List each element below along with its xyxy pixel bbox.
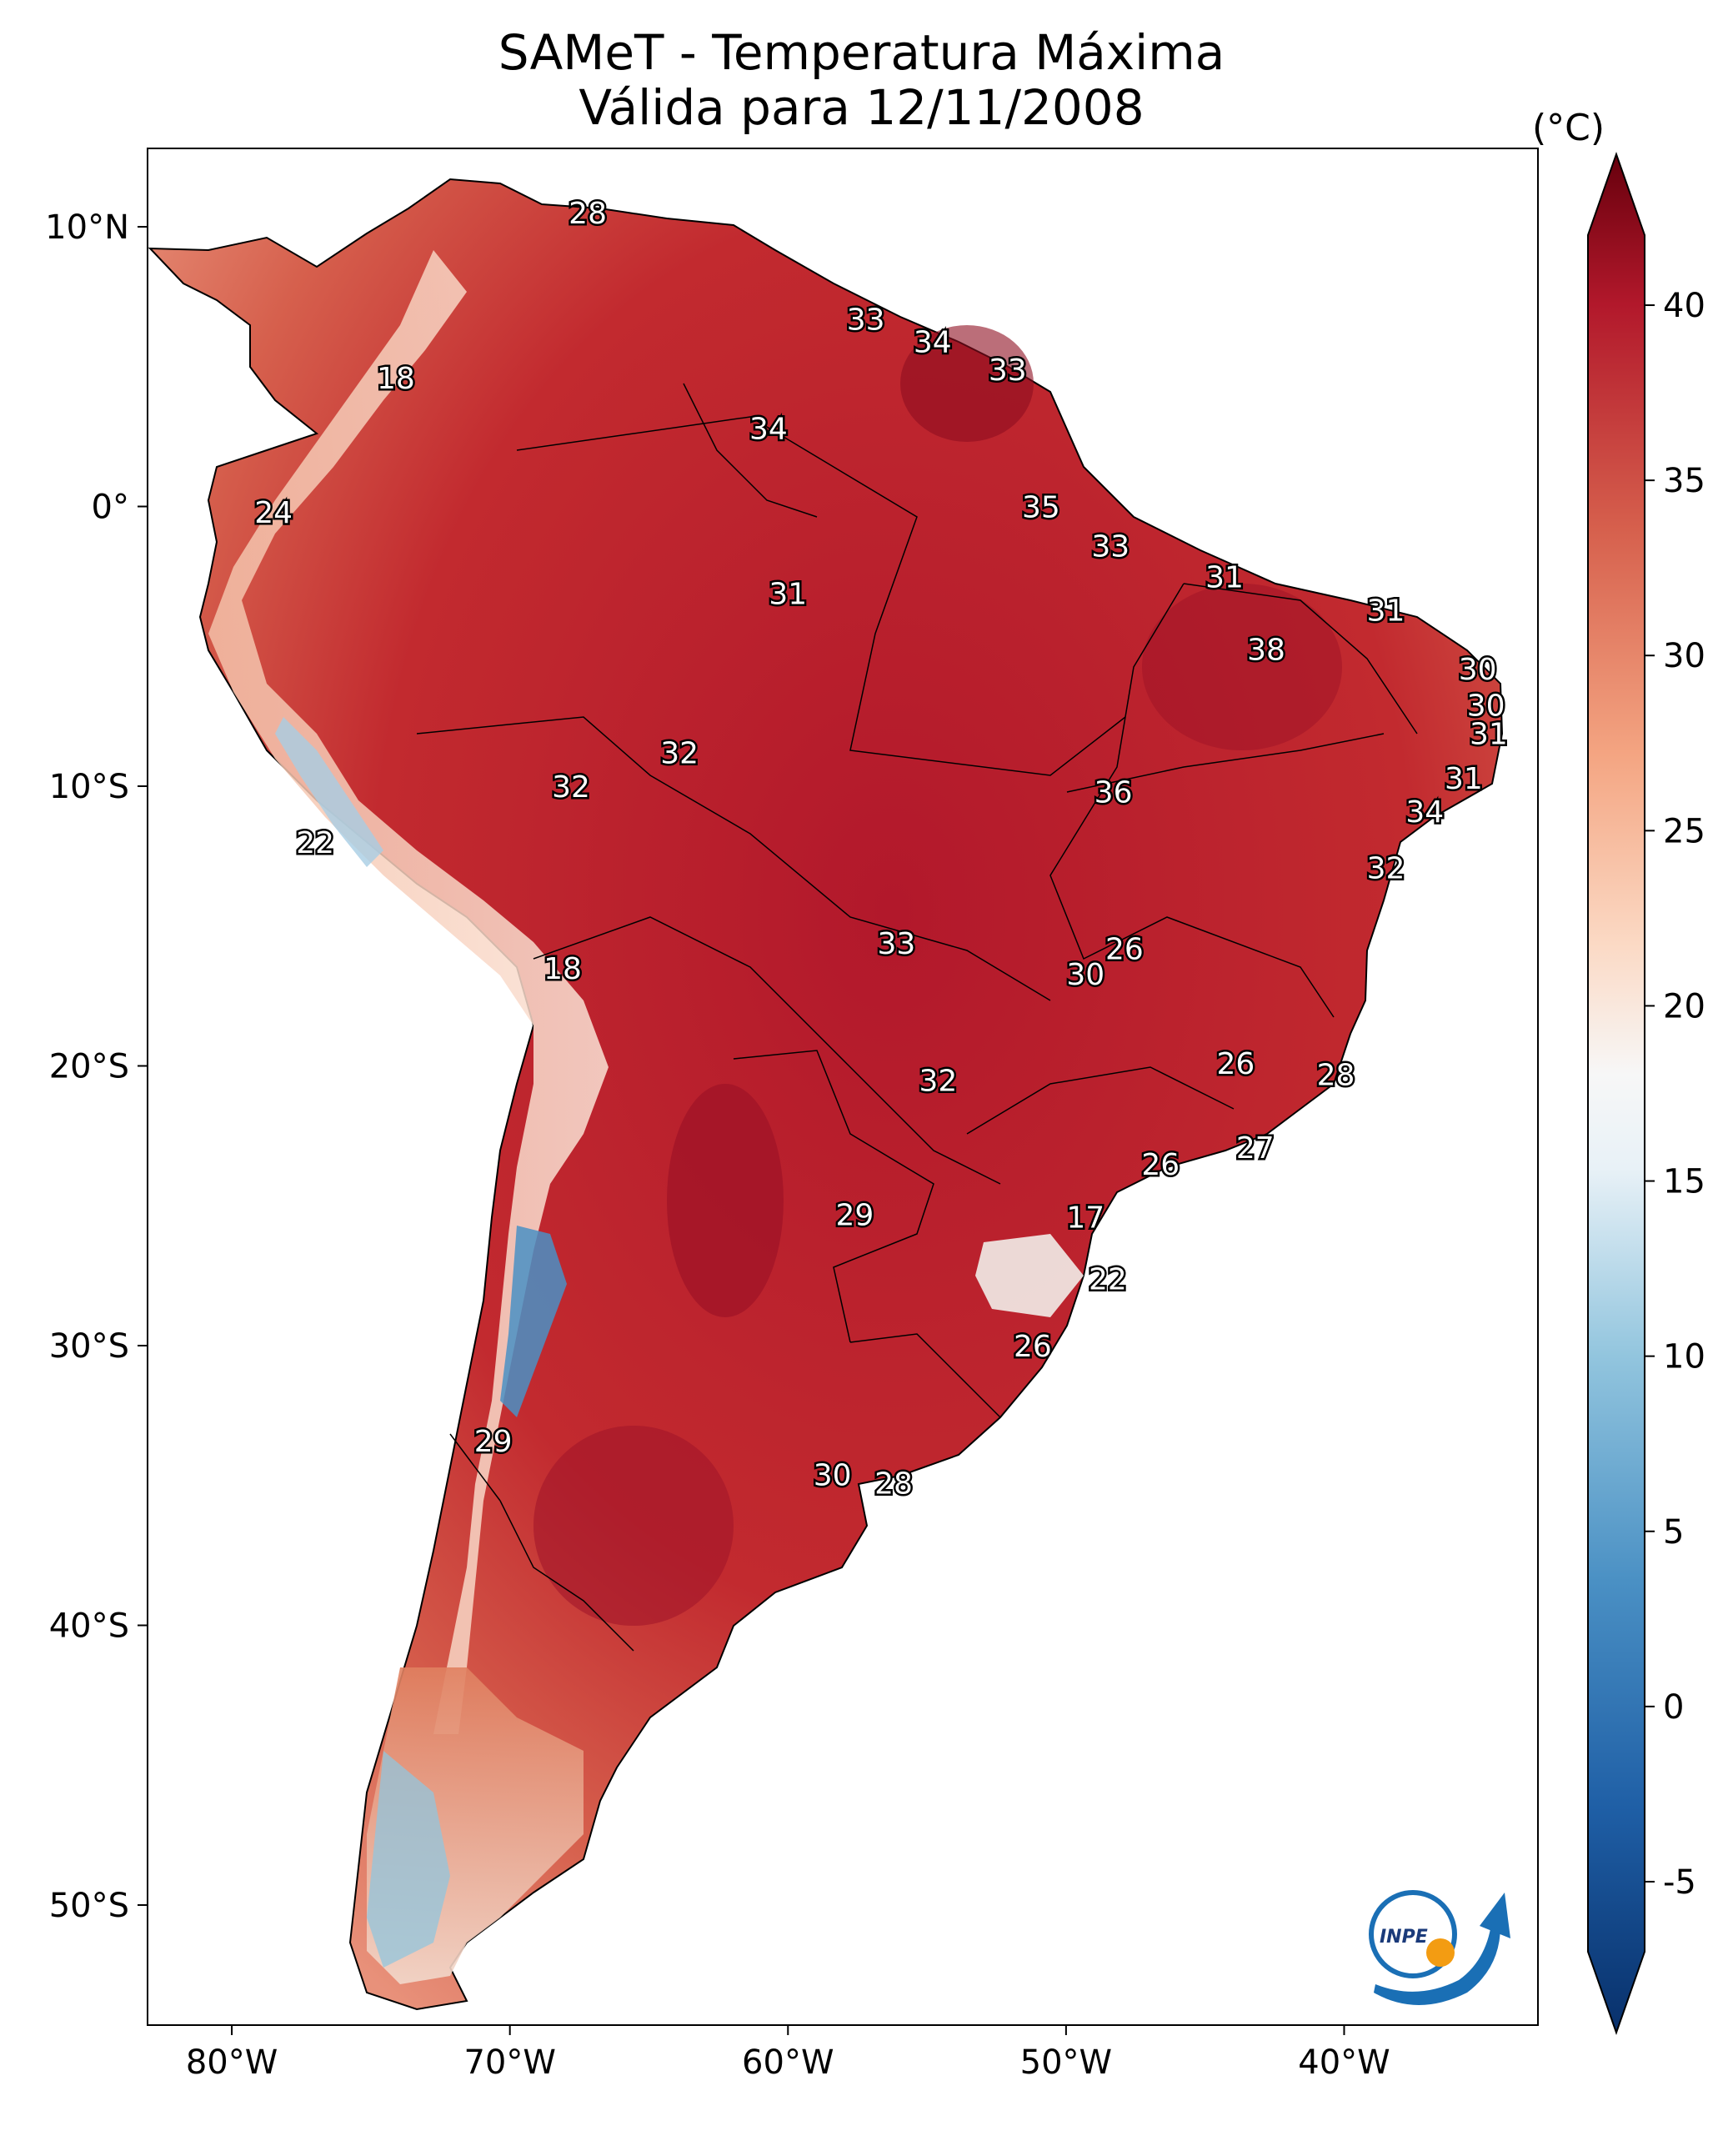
patagonia-cold-strip xyxy=(367,1751,450,1968)
city-temperature-label: 33 xyxy=(847,303,885,338)
city-temperature-label: 31 xyxy=(1205,560,1244,594)
colorbar-ticks: 40 35 30 25 20 15 10 5 0 -5 xyxy=(1645,287,1705,1902)
colorbar-tick-label: -5 xyxy=(1663,1863,1696,1902)
city-temperature-label: 33 xyxy=(877,927,915,961)
lat-tick-label: 10°N xyxy=(45,208,129,247)
lon-tick-label: 80°W xyxy=(186,2043,278,2082)
lat-tick-label: 20°S xyxy=(49,1048,129,1086)
city-temperature-label: 22 xyxy=(296,826,334,860)
colorbar-tick-label: 10 xyxy=(1663,1338,1705,1376)
city-temperature-label: 27 xyxy=(1236,1131,1275,1166)
city-temperature-label: 30 xyxy=(1066,958,1104,992)
inpe-logo: INPE xyxy=(1369,1890,1510,2005)
colorbar-tick-label: 40 xyxy=(1663,287,1705,325)
city-temperature-label: 33 xyxy=(1091,529,1129,564)
city-temperature-label: 32 xyxy=(660,737,699,771)
city-temperature-label: 33 xyxy=(989,353,1027,388)
colorbar-tick-label: 5 xyxy=(1663,1513,1684,1552)
lon-tick-label: 60°W xyxy=(742,2043,834,2082)
inpe-logo-dot xyxy=(1426,1938,1455,1967)
city-temperature-label: 32 xyxy=(1367,851,1405,885)
andes-cold-spot-central xyxy=(500,1226,567,1417)
lat-tick-label: 10°S xyxy=(49,768,129,806)
city-temperature-label: 29 xyxy=(835,1198,874,1232)
lon-tick-label: 50°W xyxy=(1020,2043,1112,2082)
andes-cold-spot-north xyxy=(275,717,383,867)
inpe-logo-swoosh xyxy=(1374,1918,1500,2005)
lat-tick-label: 30°S xyxy=(49,1327,129,1366)
inpe-logo-arrow xyxy=(1480,1893,1510,1938)
map-subtitle: Válida para 12/11/2008 xyxy=(579,79,1144,136)
city-temperature-label: 29 xyxy=(474,1425,513,1459)
city-temperature-label: 28 xyxy=(874,1467,913,1501)
lat-tick-label: 0° xyxy=(92,489,129,527)
city-temperature-label: 26 xyxy=(1216,1047,1255,1081)
city-temperature-label: 34 xyxy=(914,326,952,360)
city-temperature-label: 32 xyxy=(552,770,590,805)
hot-core-chaco xyxy=(667,1084,784,1317)
inpe-logo-ring xyxy=(1369,1890,1457,1978)
lon-tick-label: 70°W xyxy=(463,2043,555,2082)
longitude-axis: 80°W 70°W 60°W 50°W 40°W xyxy=(186,2025,1390,2082)
city-temperature-label: 31 xyxy=(769,578,807,612)
hot-core-northeast xyxy=(1142,584,1342,750)
colorbar-tick-label: 30 xyxy=(1663,637,1705,675)
city-temperature-label: 28 xyxy=(568,197,607,231)
city-temperature-label: 17 xyxy=(1066,1201,1104,1236)
lon-tick-label: 40°W xyxy=(1298,2043,1390,2082)
city-temperature-label: 34 xyxy=(1405,795,1444,830)
city-temperature-label: 18 xyxy=(377,362,415,396)
city-temperature-label: 30 xyxy=(814,1458,852,1492)
city-temperature-label: 26 xyxy=(1014,1330,1052,1364)
hot-core-pampas xyxy=(533,1426,734,1626)
city-temperature-label: 34 xyxy=(749,413,788,447)
city-temperature-label: 31 xyxy=(1445,762,1483,796)
inpe-logo-text: INPE xyxy=(1380,1927,1428,1948)
colorbar-tick-label: 25 xyxy=(1663,812,1705,850)
city-temperature-label: 22 xyxy=(1089,1262,1127,1296)
southern-brazil-cool-spot xyxy=(975,1234,1084,1317)
colorbar-tick-label: 20 xyxy=(1663,987,1705,1025)
colorbar-fill xyxy=(1587,151,1645,2036)
lat-tick-label: 50°S xyxy=(49,1887,129,1925)
land-mass xyxy=(148,178,1504,2011)
lat-tick-label: 40°S xyxy=(49,1607,129,1646)
colorbar-tick-label: 15 xyxy=(1663,1163,1705,1201)
city-temperature-label: 36 xyxy=(1094,776,1133,810)
city-temperature-label: 18 xyxy=(543,952,582,986)
city-temperature-label: 38 xyxy=(1247,634,1285,668)
city-temperature-label: 24 xyxy=(254,496,293,530)
colorbar-tick-label: 35 xyxy=(1663,462,1705,500)
city-temperature-label: 30 xyxy=(1459,653,1497,687)
colorbar-tick-label: 0 xyxy=(1663,1688,1684,1727)
latitude-axis: 10°N 0° 10°S 20°S 30°S 40°S 50°S xyxy=(45,208,148,1925)
city-temperature-label: 28 xyxy=(1317,1059,1355,1093)
city-temperature-label: 35 xyxy=(1022,491,1060,525)
hot-core-guianas xyxy=(900,325,1034,442)
map-title: SAMeT - Temperatura Máxima xyxy=(498,24,1225,81)
city-temperature-label: 32 xyxy=(919,1064,958,1098)
colorbar: 40 35 30 25 20 15 10 5 0 -5 xyxy=(1587,151,1705,2036)
city-temperature-label: 30 xyxy=(1467,689,1505,724)
city-temperature-label: 26 xyxy=(1105,933,1144,967)
country-borders xyxy=(416,383,1418,1652)
city-temperature-label: 26 xyxy=(1141,1148,1180,1182)
colorbar-unit-label: (°C) xyxy=(1532,107,1605,149)
city-temperature-label: 31 xyxy=(1470,717,1508,751)
city-temperature-label: 31 xyxy=(1367,594,1405,629)
